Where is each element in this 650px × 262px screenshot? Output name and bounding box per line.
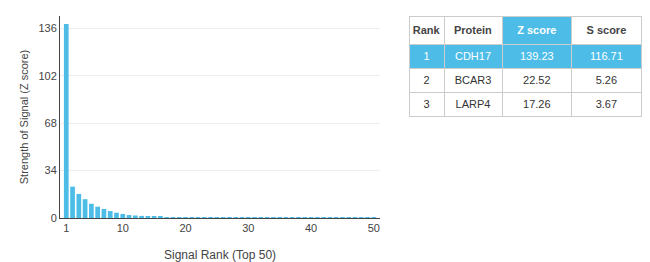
svg-text:Rank: Rank (413, 24, 441, 36)
svg-text:3: 3 (424, 98, 430, 110)
svg-text:139.23: 139.23 (520, 50, 554, 62)
svg-text:17.26: 17.26 (523, 98, 551, 110)
svg-text:Protein: Protein (454, 24, 492, 36)
svg-text:20: 20 (179, 222, 191, 234)
svg-text:S score: S score (587, 24, 627, 36)
svg-text:1: 1 (63, 222, 69, 234)
svg-text:1: 1 (424, 50, 430, 62)
svg-text:68: 68 (45, 117, 57, 129)
svg-text:136: 136 (38, 22, 56, 34)
svg-text:BCAR3: BCAR3 (455, 74, 492, 86)
svg-text:3.67: 3.67 (596, 98, 617, 110)
svg-text:CDH17: CDH17 (455, 50, 491, 62)
svg-text:40: 40 (305, 222, 317, 234)
svg-text:116.71: 116.71 (590, 50, 623, 62)
svg-text:Signal Rank (Top 50): Signal Rank (Top 50) (164, 248, 276, 262)
svg-text:22.52: 22.52 (523, 74, 551, 86)
svg-text:34: 34 (45, 164, 57, 176)
svg-text:5.26: 5.26 (596, 74, 617, 86)
svg-text:2: 2 (424, 74, 430, 86)
svg-text:10: 10 (117, 222, 129, 234)
svg-text:50: 50 (368, 222, 380, 234)
svg-text:Strength of Signal (Z score): Strength of Signal (Z score) (18, 50, 30, 185)
svg-text:30: 30 (242, 222, 254, 234)
svg-text:102: 102 (38, 70, 56, 82)
svg-text:Z score: Z score (517, 24, 556, 36)
svg-text:0: 0 (51, 212, 57, 224)
svg-text:LARP4: LARP4 (456, 98, 491, 110)
